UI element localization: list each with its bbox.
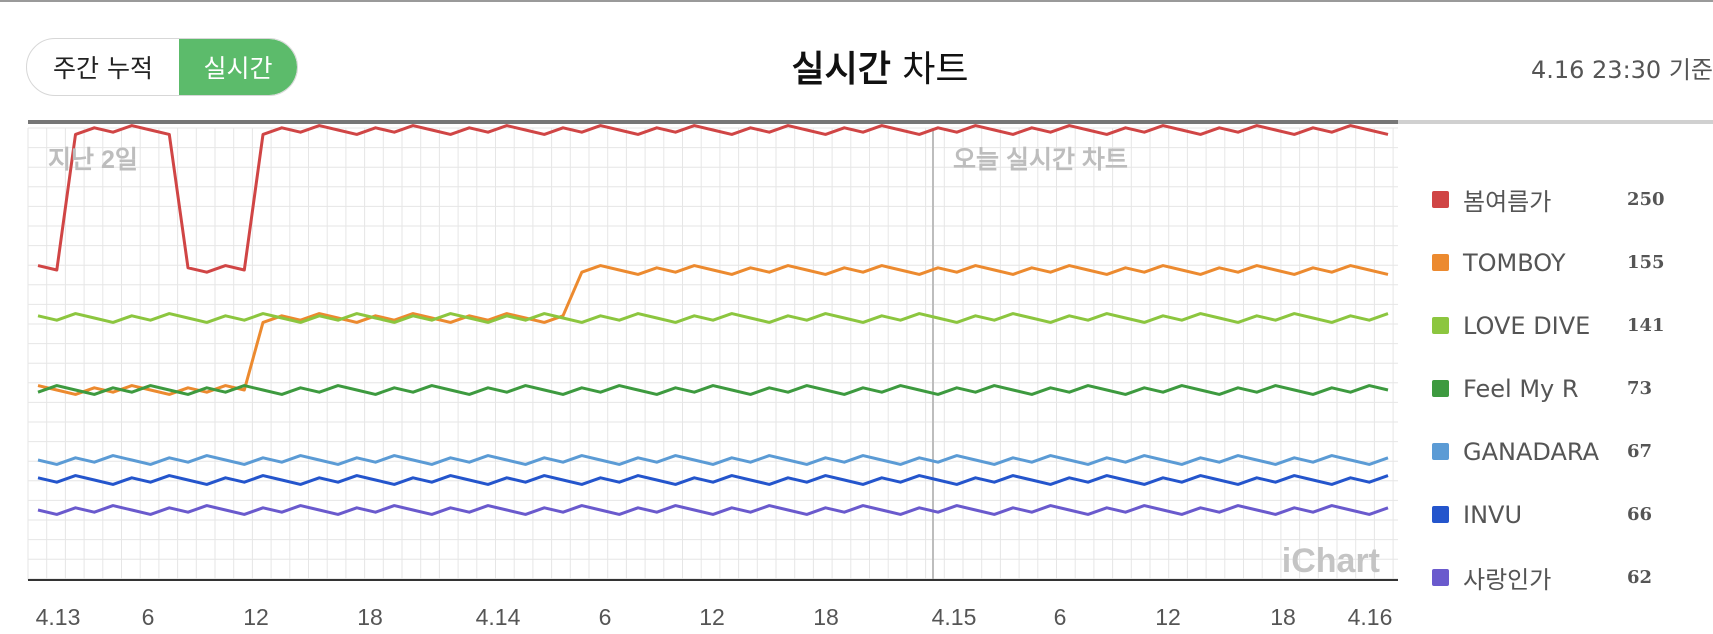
legend-item: TOMBOY 155 (1432, 231, 1702, 294)
series-line (37, 384, 1389, 396)
series-line (37, 474, 1389, 486)
x-tick-label: 4.13 (36, 604, 81, 630)
series-line (37, 124, 1389, 274)
page-title-rest: 차트 (902, 49, 969, 90)
legend-item: LOVE DIVE 141 (1432, 294, 1702, 357)
x-tick-label: 6 (599, 604, 612, 630)
today-realtime-label: 오늘 실시간 차트 (953, 146, 1128, 174)
legend-item: 봄여름가 250 (1432, 168, 1702, 231)
legend-item: INVU 66 (1432, 483, 1702, 546)
legend-series-value: 62 (1627, 567, 1653, 588)
series-line (37, 454, 1389, 466)
legend-swatch (1432, 254, 1449, 271)
legend-swatch (1432, 506, 1449, 523)
past-two-days-label: 지난 2일 (48, 146, 138, 174)
series-line (37, 264, 1389, 396)
x-tick-label: 4.16 (1348, 604, 1393, 630)
legend-series-value: 66 (1627, 504, 1653, 525)
realtime-tab[interactable]: 실시간 (179, 39, 297, 95)
chart-mode-toggle[interactable]: 주간 누적 실시간 (26, 38, 298, 96)
legend-swatch (1432, 569, 1449, 586)
legend-item: Feel My R 73 (1432, 357, 1702, 420)
realtime-chart: 4.13 6 12 18 4.14 6 12 18 4.15 6 12 18 4.16 지난 2일 오늘 실… (27, 120, 1713, 630)
x-tick-label: 12 (699, 604, 725, 630)
legend-series-value: 141 (1627, 315, 1665, 336)
legend-series-name: INVU (1463, 500, 1523, 529)
page-title-strong: 실시간 (791, 49, 891, 90)
x-tick-label: 4.15 (932, 604, 977, 630)
ichart-watermark: iChart (1282, 542, 1380, 580)
legend-series-value: 155 (1627, 252, 1665, 273)
legend-swatch (1432, 380, 1449, 397)
legend-series-value: 73 (1627, 378, 1653, 399)
x-tick-label: 18 (1270, 604, 1296, 630)
page-title: 실시간 차트 (700, 40, 1060, 92)
x-tick-label: 6 (142, 604, 155, 630)
x-tick-label: 12 (243, 604, 269, 630)
legend-series-name: TOMBOY (1463, 248, 1566, 277)
legend-series-value: 250 (1627, 189, 1665, 210)
legend-series-name: Feel My R (1463, 374, 1579, 403)
chart-legend: 봄여름가 250 TOMBOY 155 LOVE DIVE 141 Feel My R 73 G… (1432, 168, 1702, 609)
x-tick-label: 6 (1054, 604, 1067, 630)
plot-background (28, 128, 1398, 580)
legend-series-name: 봄여름가 (1463, 188, 1552, 216)
series-line (37, 504, 1389, 516)
x-tick-label: 18 (357, 604, 383, 630)
x-tick-label: 4.14 (476, 604, 521, 630)
legend-series-name: LOVE DIVE (1463, 311, 1591, 340)
legend-series-name: GANADARA (1463, 437, 1599, 466)
legend-swatch (1432, 443, 1449, 460)
legend-series-name: 사랑인가 (1463, 566, 1552, 594)
legend-item: 사랑인가 62 (1432, 546, 1702, 609)
top-rule (0, 0, 1713, 2)
legend-swatch (1432, 317, 1449, 334)
x-tick-label: 18 (813, 604, 839, 630)
legend-series-value: 67 (1627, 441, 1653, 462)
legend-item: GANADARA 67 (1432, 420, 1702, 483)
weekly-cumulative-tab[interactable]: 주간 누적 (53, 54, 153, 83)
series-line (37, 312, 1389, 324)
x-tick-label: 12 (1155, 604, 1181, 630)
chart-timestamp: 4.16 23:30 기준 (1530, 56, 1713, 84)
legend-swatch (1432, 191, 1449, 208)
